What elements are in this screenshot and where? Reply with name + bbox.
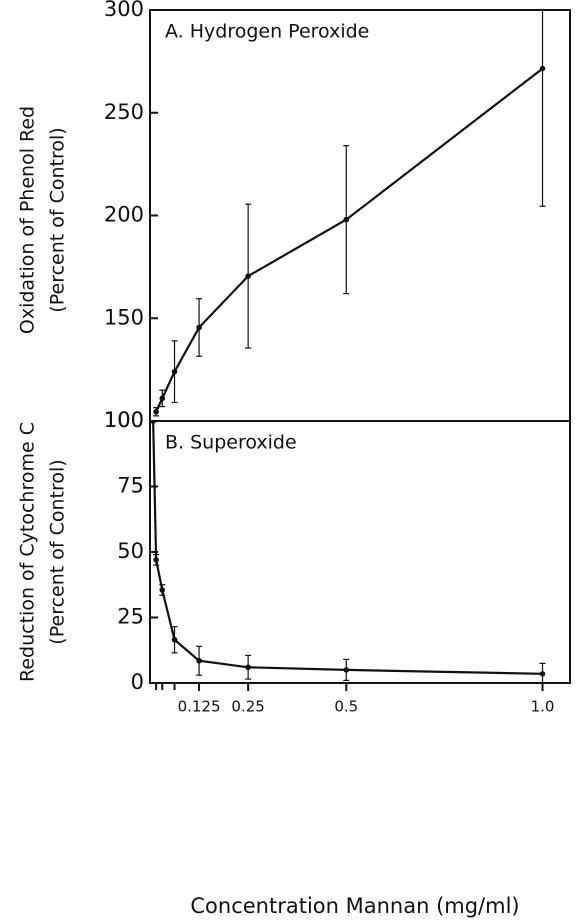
y-tick-label: 200 — [104, 203, 144, 227]
x-axis-label: Concentration Mannan (mg/ml) — [190, 894, 519, 918]
panel-title: A. Hydrogen Peroxide — [165, 21, 369, 43]
data-point — [539, 671, 546, 677]
plot-area — [150, 421, 546, 683]
x-tick-label: 0.5 — [334, 698, 358, 716]
y-tick-label: 100 — [104, 408, 144, 432]
data-point — [343, 216, 350, 223]
panel-frame — [149, 420, 571, 684]
data-point — [171, 636, 178, 643]
y-tick-label: 250 — [104, 100, 144, 124]
x-tick-label: 0.25 — [231, 698, 264, 716]
data-point — [196, 324, 202, 331]
data-point — [539, 65, 546, 72]
data-point — [171, 368, 178, 375]
y-axis-label: Oxidation of Phenol Red — [17, 106, 39, 334]
y-axis-label: Reduction of Cytochrome C — [17, 422, 39, 682]
y-axis-label: (Percent of Control) — [47, 127, 69, 312]
y-tick-label: 300 — [104, 0, 144, 21]
data-point — [196, 657, 202, 664]
data-point — [245, 273, 251, 279]
panel-frame — [149, 9, 571, 422]
data-point — [245, 664, 251, 671]
y-tick-label: 75 — [117, 474, 144, 498]
data-point — [153, 408, 159, 415]
data-line — [152, 421, 543, 675]
y-tick-label: 25 — [117, 605, 144, 629]
y-tick-label: 100 — [104, 408, 144, 432]
data-point — [159, 395, 166, 402]
data-point — [159, 587, 166, 593]
y-tick-label: 150 — [104, 305, 144, 329]
data-point — [150, 421, 156, 424]
plot-area — [153, 10, 546, 417]
x-tick-label: 0.125 — [178, 698, 221, 716]
y-tick-label: 50 — [117, 539, 144, 563]
y-tick-label: 0 — [131, 670, 144, 694]
data-line — [155, 67, 544, 413]
data-point — [153, 557, 159, 563]
y-axis-label: (Percent of Control) — [47, 459, 69, 644]
panel-title: B. Superoxide — [165, 432, 297, 454]
x-tick-label: 1.0 — [531, 698, 555, 716]
data-point — [343, 667, 350, 673]
